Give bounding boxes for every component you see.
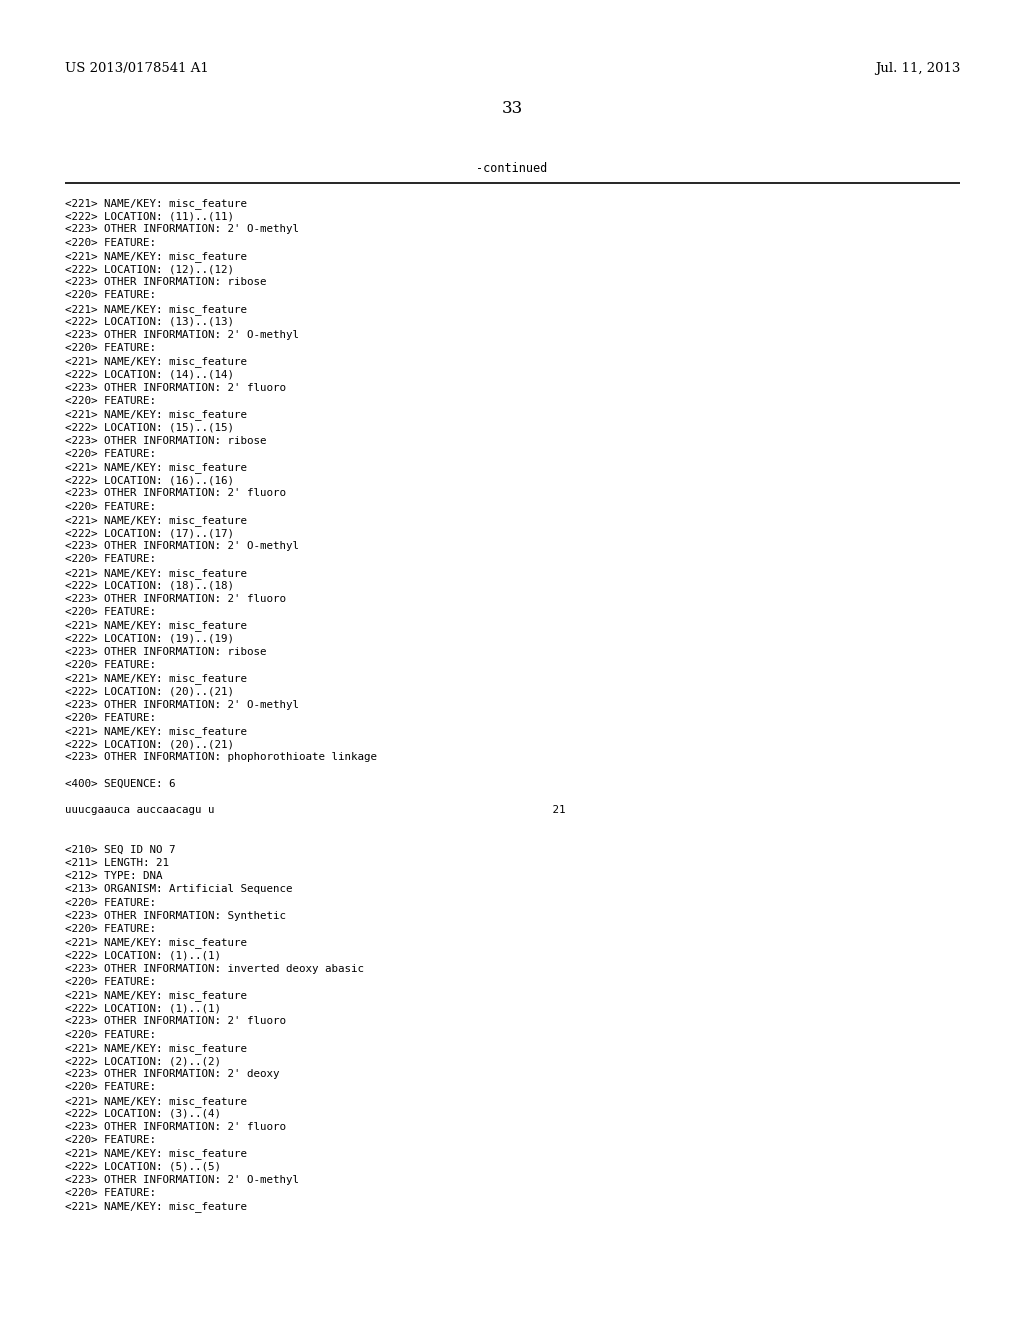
Text: <223> OTHER INFORMATION: Synthetic: <223> OTHER INFORMATION: Synthetic [65,911,286,921]
Text: <220> FEATURE:: <220> FEATURE: [65,898,156,908]
Text: <223> OTHER INFORMATION: inverted deoxy abasic: <223> OTHER INFORMATION: inverted deoxy … [65,964,364,974]
Text: <222> LOCATION: (17)..(17): <222> LOCATION: (17)..(17) [65,528,234,539]
Text: <222> LOCATION: (13)..(13): <222> LOCATION: (13)..(13) [65,317,234,327]
Text: <220> FEATURE:: <220> FEATURE: [65,290,156,301]
Text: <222> LOCATION: (3)..(4): <222> LOCATION: (3)..(4) [65,1109,221,1119]
Text: <220> FEATURE:: <220> FEATURE: [65,1135,156,1146]
Text: 33: 33 [502,100,522,117]
Text: <220> FEATURE:: <220> FEATURE: [65,1082,156,1093]
Text: <222> LOCATION: (12)..(12): <222> LOCATION: (12)..(12) [65,264,234,275]
Text: <222> LOCATION: (20)..(21): <222> LOCATION: (20)..(21) [65,739,234,750]
Text: <222> LOCATION: (20)..(21): <222> LOCATION: (20)..(21) [65,686,234,697]
Text: <212> TYPE: DNA: <212> TYPE: DNA [65,871,163,882]
Text: <221> NAME/KEY: misc_feature: <221> NAME/KEY: misc_feature [65,304,247,314]
Text: <222> LOCATION: (2)..(2): <222> LOCATION: (2)..(2) [65,1056,221,1067]
Text: <221> NAME/KEY: misc_feature: <221> NAME/KEY: misc_feature [65,1043,247,1053]
Text: US 2013/0178541 A1: US 2013/0178541 A1 [65,62,209,75]
Text: <220> FEATURE:: <220> FEATURE: [65,924,156,935]
Text: <222> LOCATION: (1)..(1): <222> LOCATION: (1)..(1) [65,950,221,961]
Text: <220> FEATURE:: <220> FEATURE: [65,502,156,512]
Text: <211> LENGTH: 21: <211> LENGTH: 21 [65,858,169,869]
Text: <221> NAME/KEY: misc_feature: <221> NAME/KEY: misc_feature [65,990,247,1001]
Text: <223> OTHER INFORMATION: 2' fluoro: <223> OTHER INFORMATION: 2' fluoro [65,594,286,605]
Text: <221> NAME/KEY: misc_feature: <221> NAME/KEY: misc_feature [65,1201,247,1212]
Text: <222> LOCATION: (15)..(15): <222> LOCATION: (15)..(15) [65,422,234,433]
Text: <220> FEATURE:: <220> FEATURE: [65,396,156,407]
Text: <221> NAME/KEY: misc_feature: <221> NAME/KEY: misc_feature [65,251,247,261]
Text: <220> FEATURE:: <220> FEATURE: [65,607,156,618]
Text: <400> SEQUENCE: 6: <400> SEQUENCE: 6 [65,779,175,789]
Text: <213> ORGANISM: Artificial Sequence: <213> ORGANISM: Artificial Sequence [65,884,293,895]
Text: uuucgaauca auccaacagu u                                                    21: uuucgaauca auccaacagu u 21 [65,805,565,816]
Text: <223> OTHER INFORMATION: 2' fluoro: <223> OTHER INFORMATION: 2' fluoro [65,1016,286,1027]
Text: <223> OTHER INFORMATION: 2' O-methyl: <223> OTHER INFORMATION: 2' O-methyl [65,541,299,552]
Text: <221> NAME/KEY: misc_feature: <221> NAME/KEY: misc_feature [65,462,247,473]
Text: <220> FEATURE:: <220> FEATURE: [65,554,156,565]
Text: <221> NAME/KEY: misc_feature: <221> NAME/KEY: misc_feature [65,620,247,631]
Text: <220> FEATURE:: <220> FEATURE: [65,660,156,671]
Text: <223> OTHER INFORMATION: phophorothioate linkage: <223> OTHER INFORMATION: phophorothioate… [65,752,377,763]
Text: <223> OTHER INFORMATION: 2' fluoro: <223> OTHER INFORMATION: 2' fluoro [65,1122,286,1133]
Text: <220> FEATURE:: <220> FEATURE: [65,977,156,987]
Text: <223> OTHER INFORMATION: 2' O-methyl: <223> OTHER INFORMATION: 2' O-methyl [65,224,299,235]
Text: <223> OTHER INFORMATION: 2' deoxy: <223> OTHER INFORMATION: 2' deoxy [65,1069,280,1080]
Text: <210> SEQ ID NO 7: <210> SEQ ID NO 7 [65,845,175,855]
Text: <220> FEATURE:: <220> FEATURE: [65,1188,156,1199]
Text: Jul. 11, 2013: Jul. 11, 2013 [874,62,961,75]
Text: -continued: -continued [476,162,548,176]
Text: <220> FEATURE:: <220> FEATURE: [65,343,156,354]
Text: <221> NAME/KEY: misc_feature: <221> NAME/KEY: misc_feature [65,673,247,684]
Text: <223> OTHER INFORMATION: 2' O-methyl: <223> OTHER INFORMATION: 2' O-methyl [65,700,299,710]
Text: <222> LOCATION: (16)..(16): <222> LOCATION: (16)..(16) [65,475,234,486]
Text: <222> LOCATION: (18)..(18): <222> LOCATION: (18)..(18) [65,581,234,591]
Text: <222> LOCATION: (19)..(19): <222> LOCATION: (19)..(19) [65,634,234,644]
Text: <223> OTHER INFORMATION: ribose: <223> OTHER INFORMATION: ribose [65,277,266,288]
Text: <223> OTHER INFORMATION: ribose: <223> OTHER INFORMATION: ribose [65,436,266,446]
Text: <221> NAME/KEY: misc_feature: <221> NAME/KEY: misc_feature [65,356,247,367]
Text: <223> OTHER INFORMATION: 2' fluoro: <223> OTHER INFORMATION: 2' fluoro [65,383,286,393]
Text: <223> OTHER INFORMATION: 2' O-methyl: <223> OTHER INFORMATION: 2' O-methyl [65,330,299,341]
Text: <221> NAME/KEY: misc_feature: <221> NAME/KEY: misc_feature [65,568,247,578]
Text: <220> FEATURE:: <220> FEATURE: [65,449,156,459]
Text: <220> FEATURE:: <220> FEATURE: [65,238,156,248]
Text: <223> OTHER INFORMATION: 2' fluoro: <223> OTHER INFORMATION: 2' fluoro [65,488,286,499]
Text: <221> NAME/KEY: misc_feature: <221> NAME/KEY: misc_feature [65,1148,247,1159]
Text: <223> OTHER INFORMATION: ribose: <223> OTHER INFORMATION: ribose [65,647,266,657]
Text: <221> NAME/KEY: misc_feature: <221> NAME/KEY: misc_feature [65,1096,247,1106]
Text: <221> NAME/KEY: misc_feature: <221> NAME/KEY: misc_feature [65,937,247,948]
Text: <221> NAME/KEY: misc_feature: <221> NAME/KEY: misc_feature [65,409,247,420]
Text: <220> FEATURE:: <220> FEATURE: [65,1030,156,1040]
Text: <221> NAME/KEY: misc_feature: <221> NAME/KEY: misc_feature [65,198,247,209]
Text: <221> NAME/KEY: misc_feature: <221> NAME/KEY: misc_feature [65,515,247,525]
Text: <223> OTHER INFORMATION: 2' O-methyl: <223> OTHER INFORMATION: 2' O-methyl [65,1175,299,1185]
Text: <220> FEATURE:: <220> FEATURE: [65,713,156,723]
Text: <222> LOCATION: (5)..(5): <222> LOCATION: (5)..(5) [65,1162,221,1172]
Text: <221> NAME/KEY: misc_feature: <221> NAME/KEY: misc_feature [65,726,247,737]
Text: <222> LOCATION: (1)..(1): <222> LOCATION: (1)..(1) [65,1003,221,1014]
Text: <222> LOCATION: (14)..(14): <222> LOCATION: (14)..(14) [65,370,234,380]
Text: <222> LOCATION: (11)..(11): <222> LOCATION: (11)..(11) [65,211,234,222]
